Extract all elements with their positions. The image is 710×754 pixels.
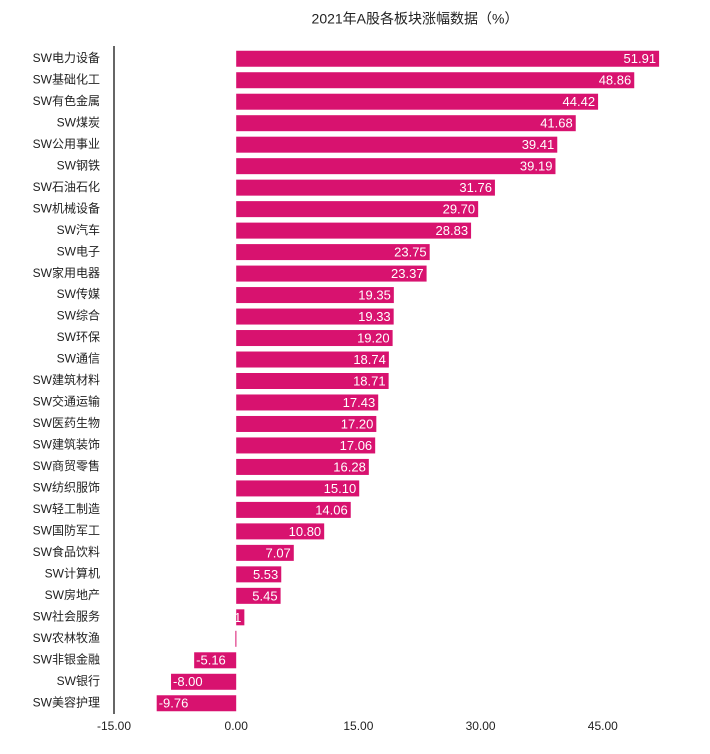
y-tick-label: SW有色金属	[33, 93, 100, 108]
value-label: 39.41	[522, 137, 555, 152]
value-label: 14.06	[315, 502, 348, 517]
y-tick-label: SW商贸零售	[33, 458, 100, 473]
value-label: 31.76	[459, 180, 492, 195]
y-tick-label: SW钢铁	[57, 158, 100, 172]
value-label: 29.70	[443, 202, 476, 217]
value-label: 17.43	[343, 395, 376, 410]
bar	[236, 244, 430, 261]
value-label: 23.75	[394, 245, 427, 260]
bar	[236, 544, 294, 561]
bar	[236, 501, 351, 518]
y-tick-label: SW综合	[57, 308, 100, 323]
x-tick-label: 15.00	[343, 719, 373, 733]
bar	[156, 695, 237, 712]
bar	[171, 673, 237, 690]
y-tick-label: SW环保	[57, 330, 100, 344]
y-tick-label: SW石油石化	[33, 180, 100, 194]
bar	[236, 158, 556, 175]
y-tick-label: SW交通运输	[33, 394, 100, 409]
chart-title: 2021年A股各板块涨幅数据（%）	[312, 11, 519, 27]
bar	[236, 523, 325, 540]
y-tick-label: SW电力设备	[33, 51, 100, 65]
value-label: -5.16	[196, 653, 226, 668]
value-label: 39.19	[520, 159, 553, 174]
y-tick-label: SW公用事业	[33, 137, 100, 151]
y-tick-label: SW建筑装饰	[33, 437, 100, 452]
bar	[236, 50, 660, 67]
y-tick-label: SW国防军工	[33, 523, 100, 538]
y-tick-label: SW家用电器	[33, 265, 100, 280]
value-label: 18.74	[353, 352, 386, 367]
bar	[236, 566, 282, 583]
bar	[235, 630, 237, 647]
x-tick-label: 45.00	[588, 719, 618, 733]
value-label: 5.53	[253, 567, 278, 582]
x-tick-label: -15.00	[97, 719, 131, 733]
bar	[236, 201, 479, 218]
value-label: 17.20	[341, 416, 374, 431]
y-tick-label: SW非银金融	[33, 651, 100, 666]
value-label: 10.80	[289, 524, 322, 539]
y-tick-label: SW食品饮料	[33, 544, 100, 559]
y-tick-label: SW社会服务	[33, 608, 100, 623]
bar	[236, 222, 472, 239]
y-tick-label: SW通信	[57, 352, 100, 366]
value-label: 44.42	[563, 94, 596, 109]
bar	[236, 609, 245, 626]
bar	[236, 373, 389, 389]
value-label: 5.45	[252, 588, 277, 603]
y-tick-label: SW农林牧渔	[33, 631, 100, 645]
y-tick-label: SW计算机	[45, 566, 100, 581]
value-label: 18.71	[353, 373, 386, 388]
value-label: 16.28	[333, 459, 366, 474]
y-tick-label: SW煤炭	[57, 115, 100, 129]
x-tick-label: 0.00	[225, 719, 249, 733]
y-tick-label: SW机械设备	[33, 200, 100, 215]
bar	[236, 265, 427, 282]
value-label: 7.07	[265, 545, 290, 560]
y-tick-label: SW美容护理	[33, 694, 100, 709]
y-tick-label: SW医药生物	[33, 416, 100, 430]
value-label: 1	[234, 610, 241, 625]
bar	[236, 308, 394, 325]
bar	[236, 330, 393, 347]
bar	[236, 437, 376, 454]
value-label: 23.37	[391, 266, 424, 281]
value-label: -9.76	[159, 696, 189, 711]
value-label: 15.10	[324, 481, 357, 496]
bar	[236, 587, 281, 604]
bar	[236, 415, 377, 432]
bar	[236, 179, 495, 196]
value-label: 28.83	[436, 223, 469, 238]
y-tick-label: SW电子	[57, 244, 100, 258]
value-label: 48.86	[599, 73, 632, 88]
value-label: 19.33	[358, 309, 391, 324]
y-tick-label: SW基础化工	[33, 72, 100, 86]
bar	[236, 287, 394, 304]
y-tick-label: SW汽车	[57, 222, 100, 237]
bar	[194, 652, 237, 669]
y-tick-label: SW纺织服饰	[33, 481, 100, 495]
bar	[236, 115, 576, 132]
y-tick-label: SW银行	[57, 674, 100, 688]
value-label: 19.20	[357, 330, 390, 345]
bar	[236, 458, 369, 475]
bar	[236, 351, 389, 368]
bar	[236, 394, 379, 411]
y-tick-label: SW建筑材料	[33, 372, 100, 387]
y-tick-label: SW房地产	[45, 587, 100, 602]
bar	[236, 136, 558, 153]
y-tick-label: SW轻工制造	[33, 502, 100, 516]
x-tick-label: 30.00	[466, 719, 496, 733]
bar	[236, 72, 635, 89]
bar	[236, 480, 360, 497]
value-label: 17.06	[340, 438, 373, 453]
y-tick-label: SW传媒	[57, 286, 100, 301]
value-label: -8.00	[173, 674, 203, 689]
value-label: 19.35	[358, 288, 391, 303]
value-label: 41.68	[540, 116, 573, 131]
value-label: 51.91	[624, 51, 657, 66]
bar	[236, 93, 599, 110]
